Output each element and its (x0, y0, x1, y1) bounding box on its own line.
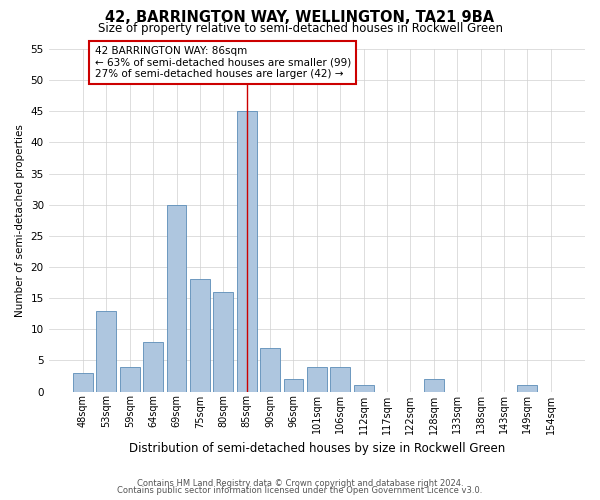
Bar (97, 310, 116, 392)
Text: 42, BARRINGTON WAY, WELLINGTON, TA21 9BA: 42, BARRINGTON WAY, WELLINGTON, TA21 9BA (106, 10, 494, 25)
Bar (353, 386, 374, 392)
Bar (307, 366, 327, 392)
X-axis label: Distribution of semi-detached houses by size in Rockwell Green: Distribution of semi-detached houses by … (129, 442, 505, 455)
Bar (190, 280, 210, 392)
Bar (517, 386, 537, 392)
Text: 42 BARRINGTON WAY: 86sqm
← 63% of semi-detached houses are smaller (99)
27% of s: 42 BARRINGTON WAY: 86sqm ← 63% of semi-d… (95, 46, 351, 79)
Bar (73, 373, 93, 392)
Text: Contains public sector information licensed under the Open Government Licence v3: Contains public sector information licen… (118, 486, 482, 495)
Bar (260, 348, 280, 392)
Bar (237, 112, 257, 392)
Bar (120, 366, 140, 392)
Bar (143, 342, 163, 392)
Bar (167, 204, 187, 392)
Bar (330, 366, 350, 392)
Bar (284, 379, 304, 392)
Text: Size of property relative to semi-detached houses in Rockwell Green: Size of property relative to semi-detach… (97, 22, 503, 35)
Bar (424, 379, 443, 392)
Y-axis label: Number of semi-detached properties: Number of semi-detached properties (15, 124, 25, 316)
Bar (214, 292, 233, 392)
Text: Contains HM Land Registry data © Crown copyright and database right 2024.: Contains HM Land Registry data © Crown c… (137, 478, 463, 488)
